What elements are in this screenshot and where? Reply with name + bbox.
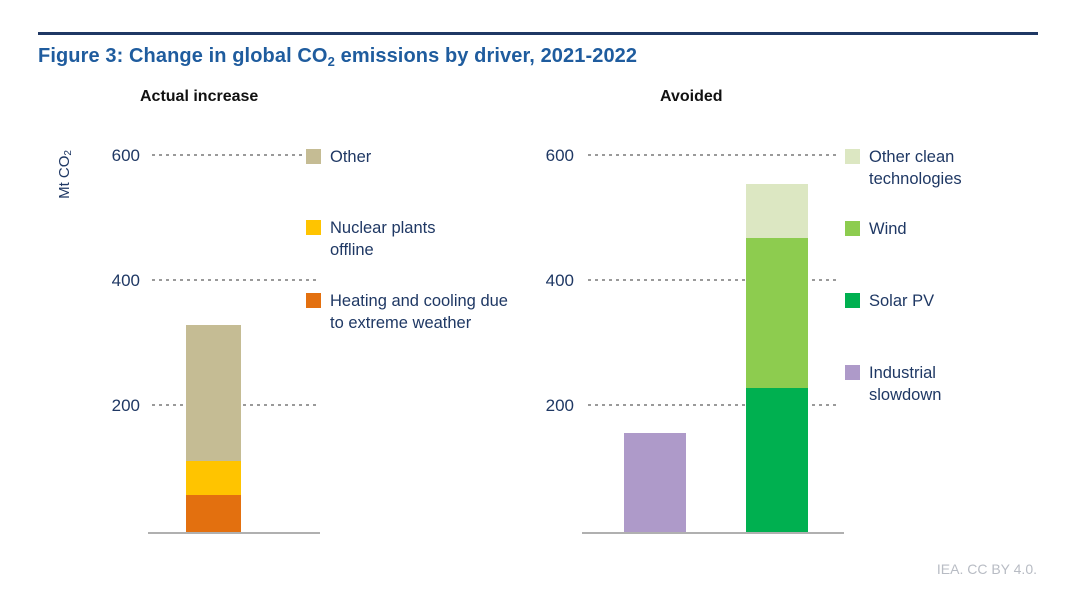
plot-area-left: 600 400 200 — [38, 88, 538, 558]
legend-left: Other Nuclear plants offline Heating and… — [306, 88, 536, 418]
bar-clean-technologies[interactable] — [746, 184, 808, 532]
legend-item-heating-cooling[interactable]: Heating and cooling due to extreme weath… — [306, 290, 520, 334]
segment-nuclear-plants-offline[interactable] — [186, 461, 241, 495]
segment-other-clean-technologies[interactable] — [746, 184, 808, 238]
legend-item-other-clean-technologies[interactable]: Other clean technologies — [845, 146, 1004, 190]
y-tick-600-right: 600 — [545, 146, 574, 165]
y-tick-200-left: 200 — [111, 396, 140, 415]
panel-actual-increase: Actual increase 600 400 200 Other Nuclea… — [38, 88, 538, 558]
gridline-600-left — [152, 154, 316, 156]
legend-swatch-industrial-slowdown-icon — [845, 365, 860, 380]
title-rule — [38, 32, 1038, 35]
figure-title-prefix: Figure 3: Change in global CO — [38, 45, 328, 67]
legend-swatch-other-clean-icon — [845, 149, 860, 164]
segment-industrial-slowdown[interactable] — [624, 433, 686, 532]
plot-area-right: 600 400 200 — [520, 88, 1040, 558]
legend-swatch-heating-cooling-icon — [306, 293, 321, 308]
legend-label-nuclear-plants-offline: Nuclear plants offline — [330, 219, 436, 259]
panel-title-avoided: Avoided — [660, 88, 723, 105]
segment-other[interactable] — [186, 325, 241, 461]
legend-right: Other clean technologies Wind Solar PV I… — [845, 88, 1045, 428]
baseline-left — [148, 532, 320, 534]
attribution-credit: IEA. CC BY 4.0. — [936, 561, 1037, 577]
legend-item-industrial-slowdown[interactable]: Industrial slowdown — [845, 362, 989, 406]
panel-title-actual-increase: Actual increase — [140, 88, 259, 105]
legend-item-other[interactable]: Other — [306, 146, 371, 168]
legend-label-heating-cooling: Heating and cooling due to extreme weath… — [330, 292, 508, 332]
y-tick-400-left: 400 — [111, 271, 140, 290]
legend-item-wind[interactable]: Wind — [845, 218, 907, 240]
bar-actual-increase[interactable] — [186, 325, 241, 532]
bar-industrial-slowdown[interactable] — [624, 433, 686, 532]
y-tick-200-right: 200 — [545, 396, 574, 415]
legend-item-solar-pv[interactable]: Solar PV — [845, 290, 934, 312]
legend-swatch-solar-pv-icon — [845, 293, 860, 308]
legend-item-nuclear-plants-offline[interactable]: Nuclear plants offline — [306, 217, 482, 261]
gridline-600-right — [588, 154, 838, 156]
legend-label-wind: Wind — [869, 220, 907, 238]
segment-heating-cooling[interactable] — [186, 495, 241, 532]
panel-avoided: Avoided 600 400 200 Other clean technolo… — [520, 88, 1040, 558]
figure-title-suffix: emissions by driver, 2021-2022 — [334, 45, 638, 67]
legend-label-solar-pv: Solar PV — [869, 292, 935, 310]
legend-swatch-wind-icon — [845, 221, 860, 236]
y-tick-600-left: 600 — [111, 146, 140, 165]
figure-title-subscript: 2 — [327, 54, 335, 69]
legend-swatch-other-icon — [306, 149, 321, 164]
legend-label-other: Other — [330, 148, 372, 166]
gridline-200-right — [588, 404, 838, 406]
legend-label-industrial-slowdown: Industrial slowdown — [869, 364, 942, 404]
y-tick-400-right: 400 — [545, 271, 574, 290]
baseline-right — [582, 532, 844, 534]
gridline-400-left — [152, 279, 316, 281]
legend-label-other-clean-technologies: Other clean technologies — [869, 148, 962, 188]
gridline-400-right — [588, 279, 838, 281]
segment-wind[interactable] — [746, 238, 808, 388]
legend-swatch-nuclear-icon — [306, 220, 321, 235]
segment-solar-pv[interactable] — [746, 388, 808, 532]
figure-title: Figure 3: Change in global CO2 emissions… — [38, 45, 638, 69]
